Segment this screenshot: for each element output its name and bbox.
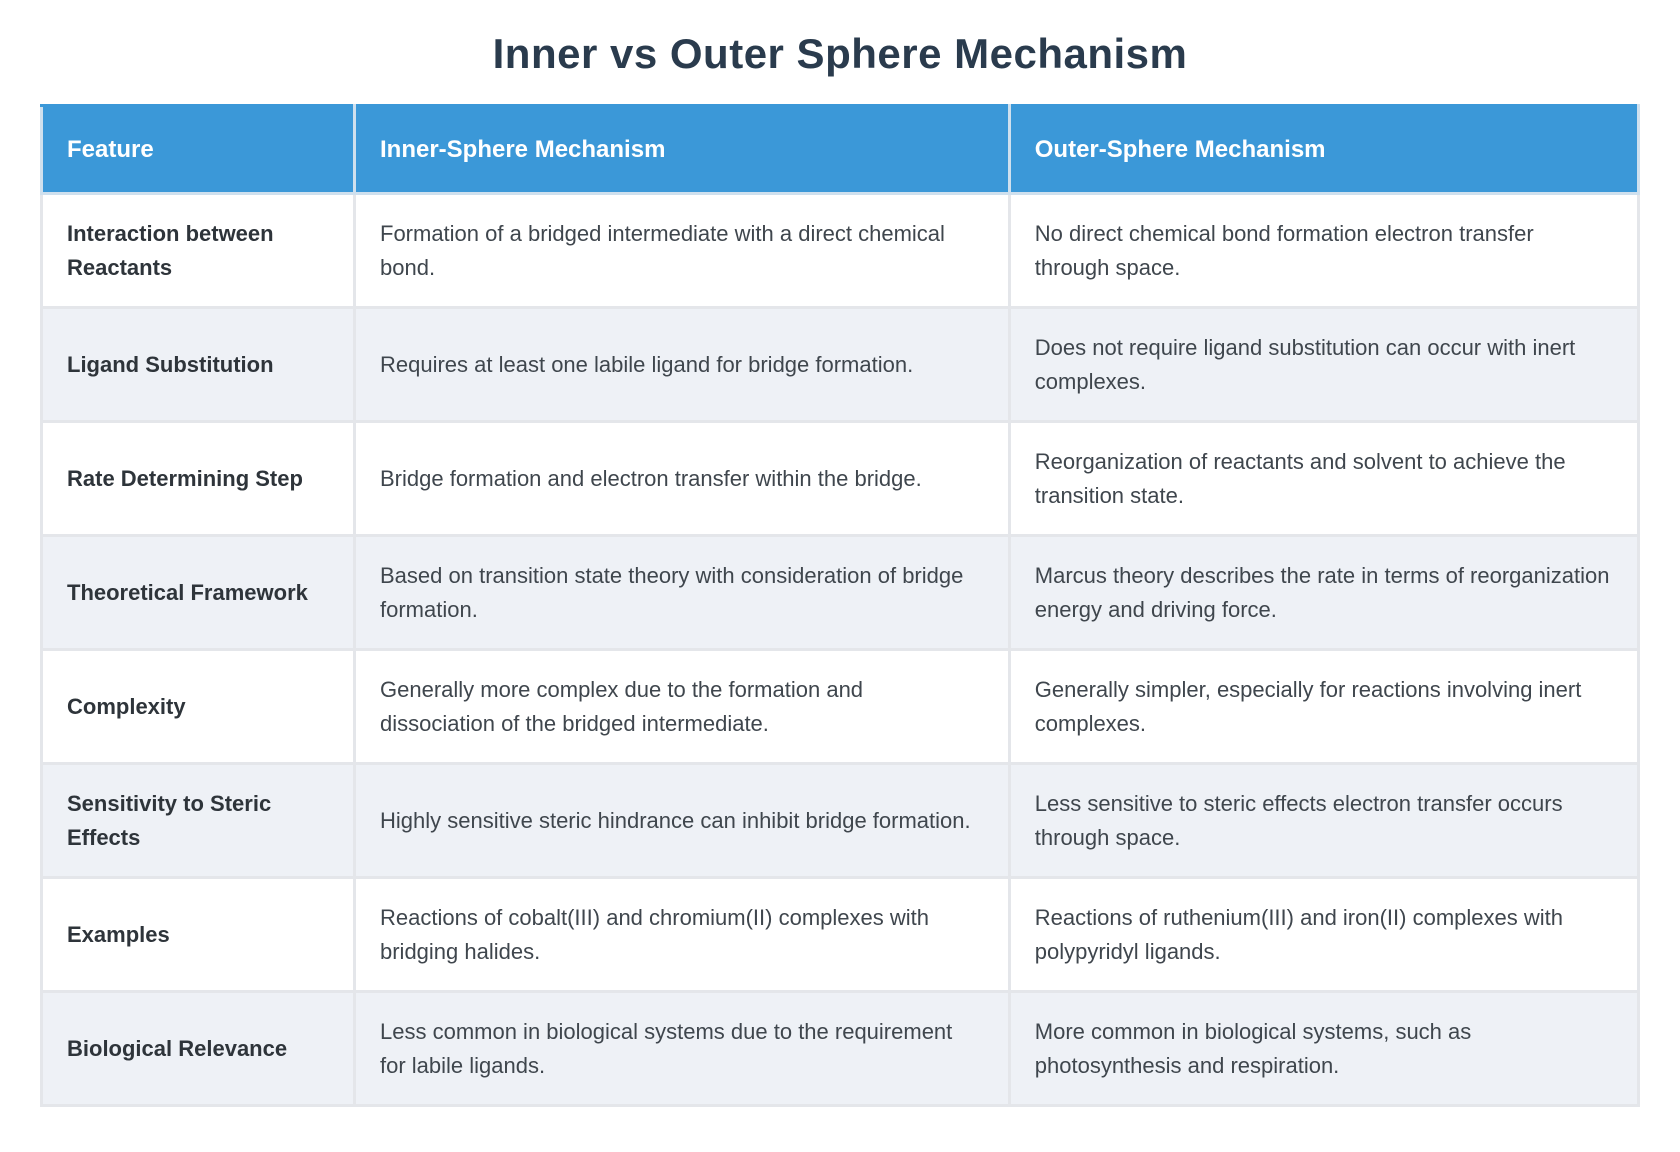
feature-cell: Biological Relevance	[40, 990, 356, 1107]
outer-sphere-cell: Less sensitive to steric effects electro…	[1007, 762, 1641, 879]
outer-sphere-cell: More common in biological systems, such …	[1007, 990, 1641, 1107]
inner-sphere-cell: Formation of a bridged intermediate with…	[353, 192, 1011, 309]
inner-sphere-cell: Reactions of cobalt(III) and chromium(II…	[353, 876, 1011, 993]
table-row: Sensitivity to Steric Effects Highly sen…	[40, 762, 1641, 879]
column-header-outer-sphere: Outer-Sphere Mechanism	[1007, 104, 1641, 195]
inner-sphere-cell: Based on transition state theory with co…	[353, 534, 1011, 651]
feature-cell: Theoretical Framework	[40, 534, 356, 651]
inner-sphere-cell: Generally more complex due to the format…	[353, 648, 1011, 765]
table-row: Interaction between Reactants Formation …	[40, 192, 1641, 309]
inner-sphere-cell: Highly sensitive steric hindrance can in…	[353, 762, 1011, 879]
outer-sphere-cell: Reorganization of reactants and solvent …	[1007, 420, 1641, 537]
feature-cell: Examples	[40, 876, 356, 993]
table-row: Ligand Substitution Requires at least on…	[40, 306, 1641, 423]
column-header-feature: Feature	[40, 104, 356, 195]
table-row: Rate Determining Step Bridge formation a…	[40, 420, 1641, 537]
inner-sphere-cell: Less common in biological systems due to…	[353, 990, 1011, 1107]
feature-cell: Rate Determining Step	[40, 420, 356, 537]
feature-cell: Interaction between Reactants	[40, 192, 356, 309]
outer-sphere-cell: Generally simpler, especially for reacti…	[1007, 648, 1641, 765]
table-row: Examples Reactions of cobalt(III) and ch…	[40, 876, 1641, 993]
inner-sphere-cell: Bridge formation and electron transfer w…	[353, 420, 1011, 537]
outer-sphere-cell: Does not require ligand substitution can…	[1007, 306, 1641, 423]
table-row: Biological Relevance Less common in biol…	[40, 990, 1641, 1107]
table-row: Theoretical Framework Based on transitio…	[40, 534, 1641, 651]
page-title: Inner vs Outer Sphere Mechanism	[492, 30, 1188, 77]
feature-cell: Ligand Substitution	[40, 306, 356, 423]
outer-sphere-cell: Marcus theory describes the rate in term…	[1007, 534, 1641, 651]
comparison-table: Feature Inner-Sphere Mechanism Outer-Sph…	[40, 104, 1641, 1107]
outer-sphere-cell: Reactions of ruthenium(III) and iron(II)…	[1007, 876, 1641, 993]
feature-cell: Sensitivity to Steric Effects	[40, 762, 356, 879]
column-header-inner-sphere: Inner-Sphere Mechanism	[353, 104, 1011, 195]
table-row: Complexity Generally more complex due to…	[40, 648, 1641, 765]
table-header-row: Feature Inner-Sphere Mechanism Outer-Sph…	[40, 104, 1641, 195]
outer-sphere-cell: No direct chemical bond formation electr…	[1007, 192, 1641, 309]
feature-cell: Complexity	[40, 648, 356, 765]
inner-sphere-cell: Requires at least one labile ligand for …	[353, 306, 1011, 423]
